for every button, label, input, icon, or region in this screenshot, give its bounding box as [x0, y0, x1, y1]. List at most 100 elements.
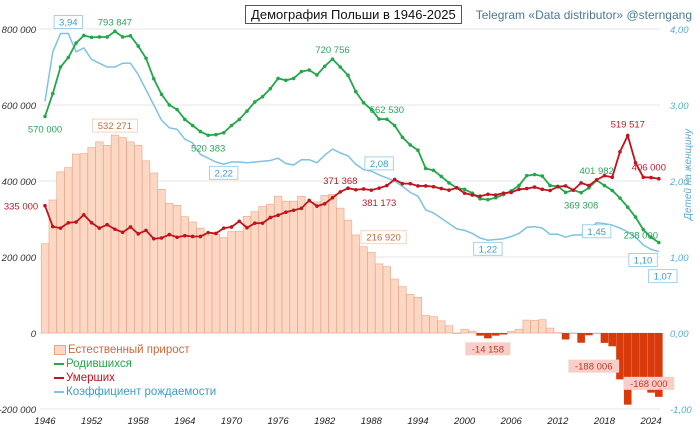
line-deaths-point [625, 133, 630, 138]
y-right-tick-label: 3,00 [670, 101, 689, 112]
line-deaths-point [532, 185, 537, 189]
line-births-point [548, 183, 552, 188]
line-deaths-point [556, 184, 560, 189]
line-deaths-point [198, 234, 203, 239]
line-deaths-point [159, 236, 164, 240]
x-tick-label: 2012 [546, 416, 569, 427]
line-births-point [284, 78, 288, 83]
line-births-point [136, 44, 141, 48]
line-deaths-point [43, 203, 47, 208]
legend-label: Коэффициент рождаемости [66, 386, 217, 398]
bar-natural-increase [134, 144, 143, 334]
bar-natural-increase [398, 286, 407, 334]
line-births-point [291, 76, 296, 81]
line-births-point [330, 57, 335, 61]
annotation-label: -14 158 [472, 344, 504, 355]
line-deaths-point [354, 187, 358, 192]
line-deaths-point [206, 230, 210, 235]
line-deaths-point [245, 225, 249, 230]
line-births-point [144, 56, 148, 61]
bar-natural-increase [522, 319, 531, 334]
line-births-point [416, 148, 420, 153]
annotation-label: 1,45 [587, 227, 606, 238]
line-births-point [462, 187, 467, 192]
annotation-label: 2,08 [370, 159, 389, 170]
line-deaths-point [579, 181, 583, 185]
bar-natural-increase [561, 333, 570, 340]
line-deaths-point [571, 188, 576, 192]
bar-natural-increase [227, 231, 236, 334]
annotation-label: 532 271 [98, 121, 132, 132]
bar-natural-increase [390, 278, 399, 334]
annotation-label: 519 517 [611, 120, 645, 131]
line-deaths-point [268, 215, 273, 220]
line-births-point [252, 100, 257, 104]
bar-natural-increase [211, 233, 221, 334]
bar-natural-increase [655, 333, 663, 397]
bar-natural-increase [429, 316, 438, 334]
line-births-point [159, 92, 164, 97]
bar-natural-increase [639, 333, 648, 386]
line-births-point [408, 143, 412, 147]
bar-natural-increase [336, 207, 345, 334]
line-births-point [113, 29, 117, 34]
bar-natural-increase [242, 216, 252, 334]
x-tick-label: 1988 [361, 416, 383, 427]
line-deaths-point [563, 184, 568, 188]
bar-natural-increase [188, 221, 197, 334]
annotation-label: 238 000 [624, 231, 658, 242]
bar-natural-increase [375, 263, 384, 334]
line-deaths-point [276, 213, 280, 217]
bar-natural-increase [437, 320, 446, 334]
bar-natural-increase [468, 330, 477, 334]
line-deaths-point [74, 220, 78, 224]
line-deaths-point [423, 184, 428, 188]
line-deaths-point [657, 176, 661, 181]
line-deaths-point [50, 224, 55, 229]
line-births-point [641, 227, 646, 232]
line-deaths-point [439, 186, 444, 191]
annotation-box [568, 359, 620, 373]
line-births-point [602, 183, 607, 188]
bar-natural-increase [367, 252, 376, 334]
bar-natural-increase [585, 333, 593, 336]
line-births-point [579, 190, 583, 195]
annotation-label: 1,07 [654, 272, 673, 283]
bar-natural-increase [305, 202, 314, 334]
line-deaths-point [144, 228, 148, 233]
legend-item-increase: Естественный прирост [54, 343, 216, 357]
line-deaths-point [260, 221, 265, 225]
line-births-point [120, 35, 125, 39]
annotation-label: 369 308 [564, 201, 598, 212]
line-births-point [369, 107, 374, 112]
y-left-tick-label: 0 [31, 329, 37, 340]
x-tick-label: 1952 [81, 416, 103, 427]
line-births-point [377, 117, 381, 121]
line-deaths-point [113, 227, 117, 232]
line-deaths-point [377, 186, 381, 190]
line-births-point [478, 197, 482, 201]
legend: Естественный прирост Родившихся Умерших … [54, 343, 216, 399]
bar-natural-increase [545, 327, 555, 334]
bar-natural-increase [421, 315, 430, 334]
line-deaths-point [284, 210, 288, 214]
line-deaths-point [252, 221, 257, 225]
line-deaths-point [322, 202, 327, 206]
annotation-label: 406 000 [632, 163, 666, 174]
bar-natural-increase [95, 141, 104, 334]
line-deaths-point [447, 188, 451, 192]
x-tick-label: 1970 [221, 416, 243, 427]
line-deaths-point [431, 184, 436, 189]
x-tick-label: 1994 [407, 416, 428, 427]
bar-natural-increase [204, 235, 213, 334]
line-deaths-point [517, 187, 521, 192]
bar-natural-increase [406, 293, 415, 334]
bar-natural-increase [118, 137, 127, 334]
y-left-tick-label: -200 000 [0, 405, 37, 416]
line-deaths-point [540, 187, 545, 192]
line-births-point [237, 117, 242, 122]
line-births-point [97, 35, 102, 39]
bar-natural-increase [103, 144, 112, 334]
line-deaths-point [455, 186, 459, 190]
line-deaths-point [509, 190, 513, 195]
